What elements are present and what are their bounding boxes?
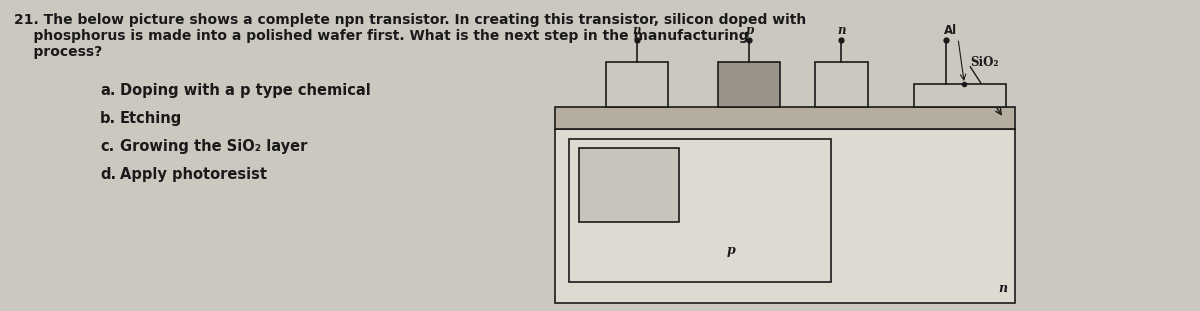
Text: n: n <box>998 282 1007 295</box>
Text: SiO₂: SiO₂ <box>971 56 1000 69</box>
Text: phosphorus is made into a polished wafer first. What is the next step in the man: phosphorus is made into a polished wafer… <box>14 29 749 43</box>
Bar <box>719 62 780 107</box>
Text: p: p <box>727 244 736 257</box>
Bar <box>569 139 830 282</box>
Text: Apply photoresist: Apply photoresist <box>120 167 266 182</box>
Text: Growing the SiO₂ layer: Growing the SiO₂ layer <box>120 139 307 154</box>
Text: b.: b. <box>100 111 116 126</box>
Bar <box>554 129 1015 303</box>
Text: d.: d. <box>100 167 116 182</box>
Text: $n^+$: $n^+$ <box>616 176 632 191</box>
Text: n: n <box>632 24 641 37</box>
Text: Doping with a p type chemical: Doping with a p type chemical <box>120 83 371 98</box>
Text: process?: process? <box>14 45 102 59</box>
Text: a.: a. <box>100 83 115 98</box>
Text: p: p <box>745 24 754 37</box>
Text: 21. The below picture shows a complete npn transistor. In creating this transist: 21. The below picture shows a complete n… <box>14 13 806 27</box>
Bar <box>606 62 667 107</box>
Bar <box>815 62 868 107</box>
Bar <box>580 148 679 222</box>
Text: n: n <box>838 24 846 37</box>
Bar <box>914 84 1006 107</box>
Text: c.: c. <box>100 139 114 154</box>
Text: Etching: Etching <box>120 111 182 126</box>
Text: Al: Al <box>944 24 958 37</box>
Bar <box>554 107 1015 129</box>
